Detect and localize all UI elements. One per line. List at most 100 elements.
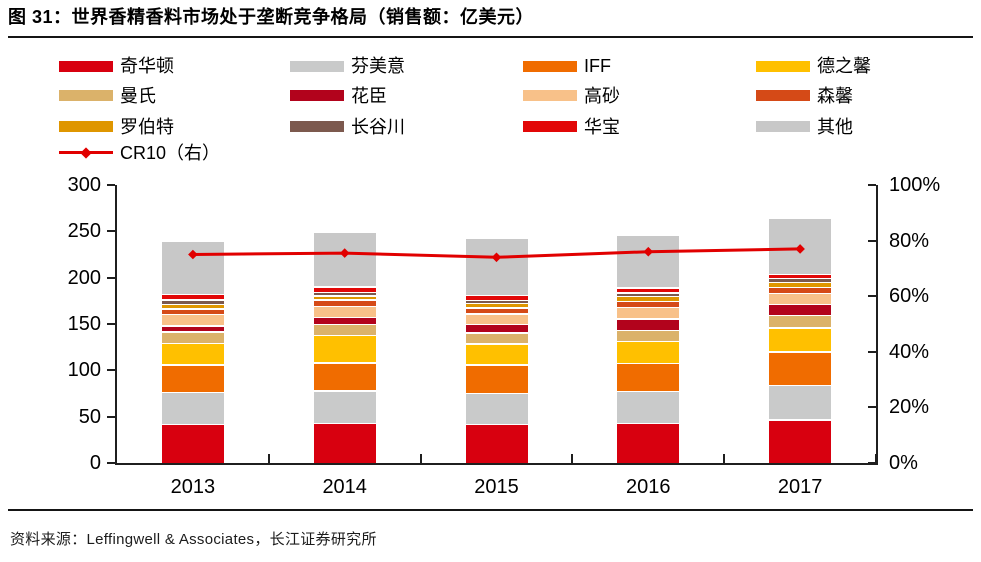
legend-item-12: CR10（右）	[59, 142, 220, 164]
legend-item-6: 高砂	[523, 85, 620, 107]
legend-swatch-icon	[59, 90, 113, 101]
x-axis-tick	[267, 454, 270, 465]
y-axis-right-label: 80%	[889, 229, 930, 252]
bar-2013-segment-0	[161, 424, 224, 463]
y-axis-right-tick	[868, 295, 876, 298]
bar-2015-segment-0	[465, 424, 528, 463]
x-axis-line	[115, 463, 878, 465]
legend-swatch-icon	[290, 90, 344, 101]
bar-2014-segment-1	[313, 391, 376, 423]
bar-2014-segment-9	[313, 292, 376, 296]
bar-2014-segment-5	[313, 318, 376, 324]
y-axis-right-tick	[868, 462, 876, 464]
legend-swatch-icon	[756, 90, 810, 101]
y-axis-right-label: 0%	[889, 452, 918, 474]
cr10-marker-2016	[643, 246, 654, 257]
legend-label: 高砂	[584, 85, 620, 106]
legend-item-9: 长谷川	[290, 116, 405, 138]
bar-2015-segment-10	[465, 296, 528, 300]
legend-label: 曼氏	[120, 85, 156, 106]
y-axis-left-tick	[107, 184, 115, 186]
y-axis-right-tick	[868, 184, 876, 186]
bar-2017-segment-9	[769, 279, 832, 282]
y-axis-left-tick	[107, 462, 115, 464]
bar-2016-segment-0	[617, 423, 680, 463]
legend-label: 芬美意	[351, 56, 405, 76]
y-axis-right-label: 40%	[889, 340, 930, 363]
legend-label: 长谷川	[351, 116, 405, 137]
bar-2016-segment-9	[617, 293, 680, 296]
legend-item-3: 德之馨	[756, 55, 871, 77]
x-axis-tick	[419, 454, 422, 465]
y-axis-left-label: 150	[67, 313, 101, 335]
bar-2014-segment-2	[313, 363, 376, 391]
x-axis-tick	[723, 454, 726, 465]
x-axis-year-label: 2015	[474, 476, 519, 498]
legend-swatch-icon	[59, 121, 113, 132]
x-axis-tick	[571, 454, 574, 465]
bar-2017-segment-8	[769, 283, 832, 287]
legend-item-7: 森馨	[756, 85, 853, 107]
figure-bottom-border	[8, 509, 973, 511]
legend-swatch-icon	[523, 90, 577, 101]
bar-2016-segment-6	[617, 308, 680, 319]
bar-2014-segment-0	[313, 423, 376, 463]
bar-2016-segment-10	[617, 288, 680, 293]
bar-2013-segment-5	[161, 326, 224, 332]
y-axis-right-label: 20%	[889, 396, 930, 419]
source-note: 资料来源：Leffingwell & Associates，长江证券研究所	[10, 531, 377, 548]
bar-2013-segment-4	[161, 332, 224, 343]
bar-2017-segment-6	[769, 294, 832, 304]
legend-label: 德之馨	[817, 56, 871, 76]
bar-2016-segment-1	[617, 392, 680, 423]
cr10-marker-2014	[339, 248, 350, 258]
x-axis-tick	[875, 454, 877, 465]
figure-header: 图 31：世界香精香料市场处于垄断竞争格局（销售额：亿美元）	[8, 5, 973, 38]
bar-2014-segment-4	[313, 324, 376, 335]
y-axis-left-label: 100	[67, 359, 101, 382]
legend-label: 罗伯特	[120, 116, 174, 137]
y-axis-left-tick	[107, 369, 115, 372]
cr10-line-series	[188, 244, 805, 263]
bar-2016-segment-2	[617, 364, 680, 392]
bar-2017-segment-5	[769, 304, 832, 315]
bar-2017-segment-10	[769, 275, 832, 279]
legend-swatch-icon	[756, 121, 810, 132]
bar-2017-segment-3	[769, 328, 832, 352]
legend-swatch-icon	[523, 60, 577, 72]
legend-label: 森馨	[817, 85, 853, 106]
bar-2013-segment-3	[161, 343, 224, 365]
bar-2016-segment-11	[617, 235, 680, 288]
y-axis-left-tick	[107, 323, 115, 325]
legend-item-4: 曼氏	[59, 85, 156, 107]
bar-2015-segment-1	[465, 393, 528, 424]
cr10-marker-2013	[188, 249, 198, 260]
bar-2016-segment-7	[617, 302, 680, 307]
bar-2015-segment-3	[465, 344, 528, 365]
legend-label: CR10（右）	[120, 142, 221, 163]
y-axis-left-label: 0	[89, 452, 101, 474]
x-axis-year-label: 2014	[322, 476, 367, 498]
legend-item-2: IFF	[523, 55, 611, 77]
legend-item-8: 罗伯特	[59, 116, 174, 138]
bar-2014-segment-10	[313, 287, 376, 292]
y-axis-left-label: 50	[78, 405, 101, 428]
y-axis-left-tick	[107, 415, 115, 418]
cr10-marker-2015	[491, 252, 502, 263]
bar-2014-segment-11	[313, 232, 376, 287]
legend-swatch-icon	[59, 60, 113, 72]
bar-2015-segment-7	[465, 308, 528, 314]
legend-label: 花臣	[351, 85, 387, 106]
bar-2015-segment-9	[465, 301, 528, 304]
bar-2017-segment-2	[769, 352, 832, 385]
legend-label: 其他	[817, 116, 853, 137]
cr10-marker-2017	[795, 244, 805, 254]
bar-2015-segment-11	[465, 239, 528, 295]
y-axis-left-tick	[107, 276, 115, 279]
y-axis-right-line	[876, 185, 878, 465]
legend-label: IFF	[584, 56, 611, 76]
legend-item-5: 花臣	[290, 85, 387, 107]
bar-2015-segment-2	[465, 365, 528, 393]
